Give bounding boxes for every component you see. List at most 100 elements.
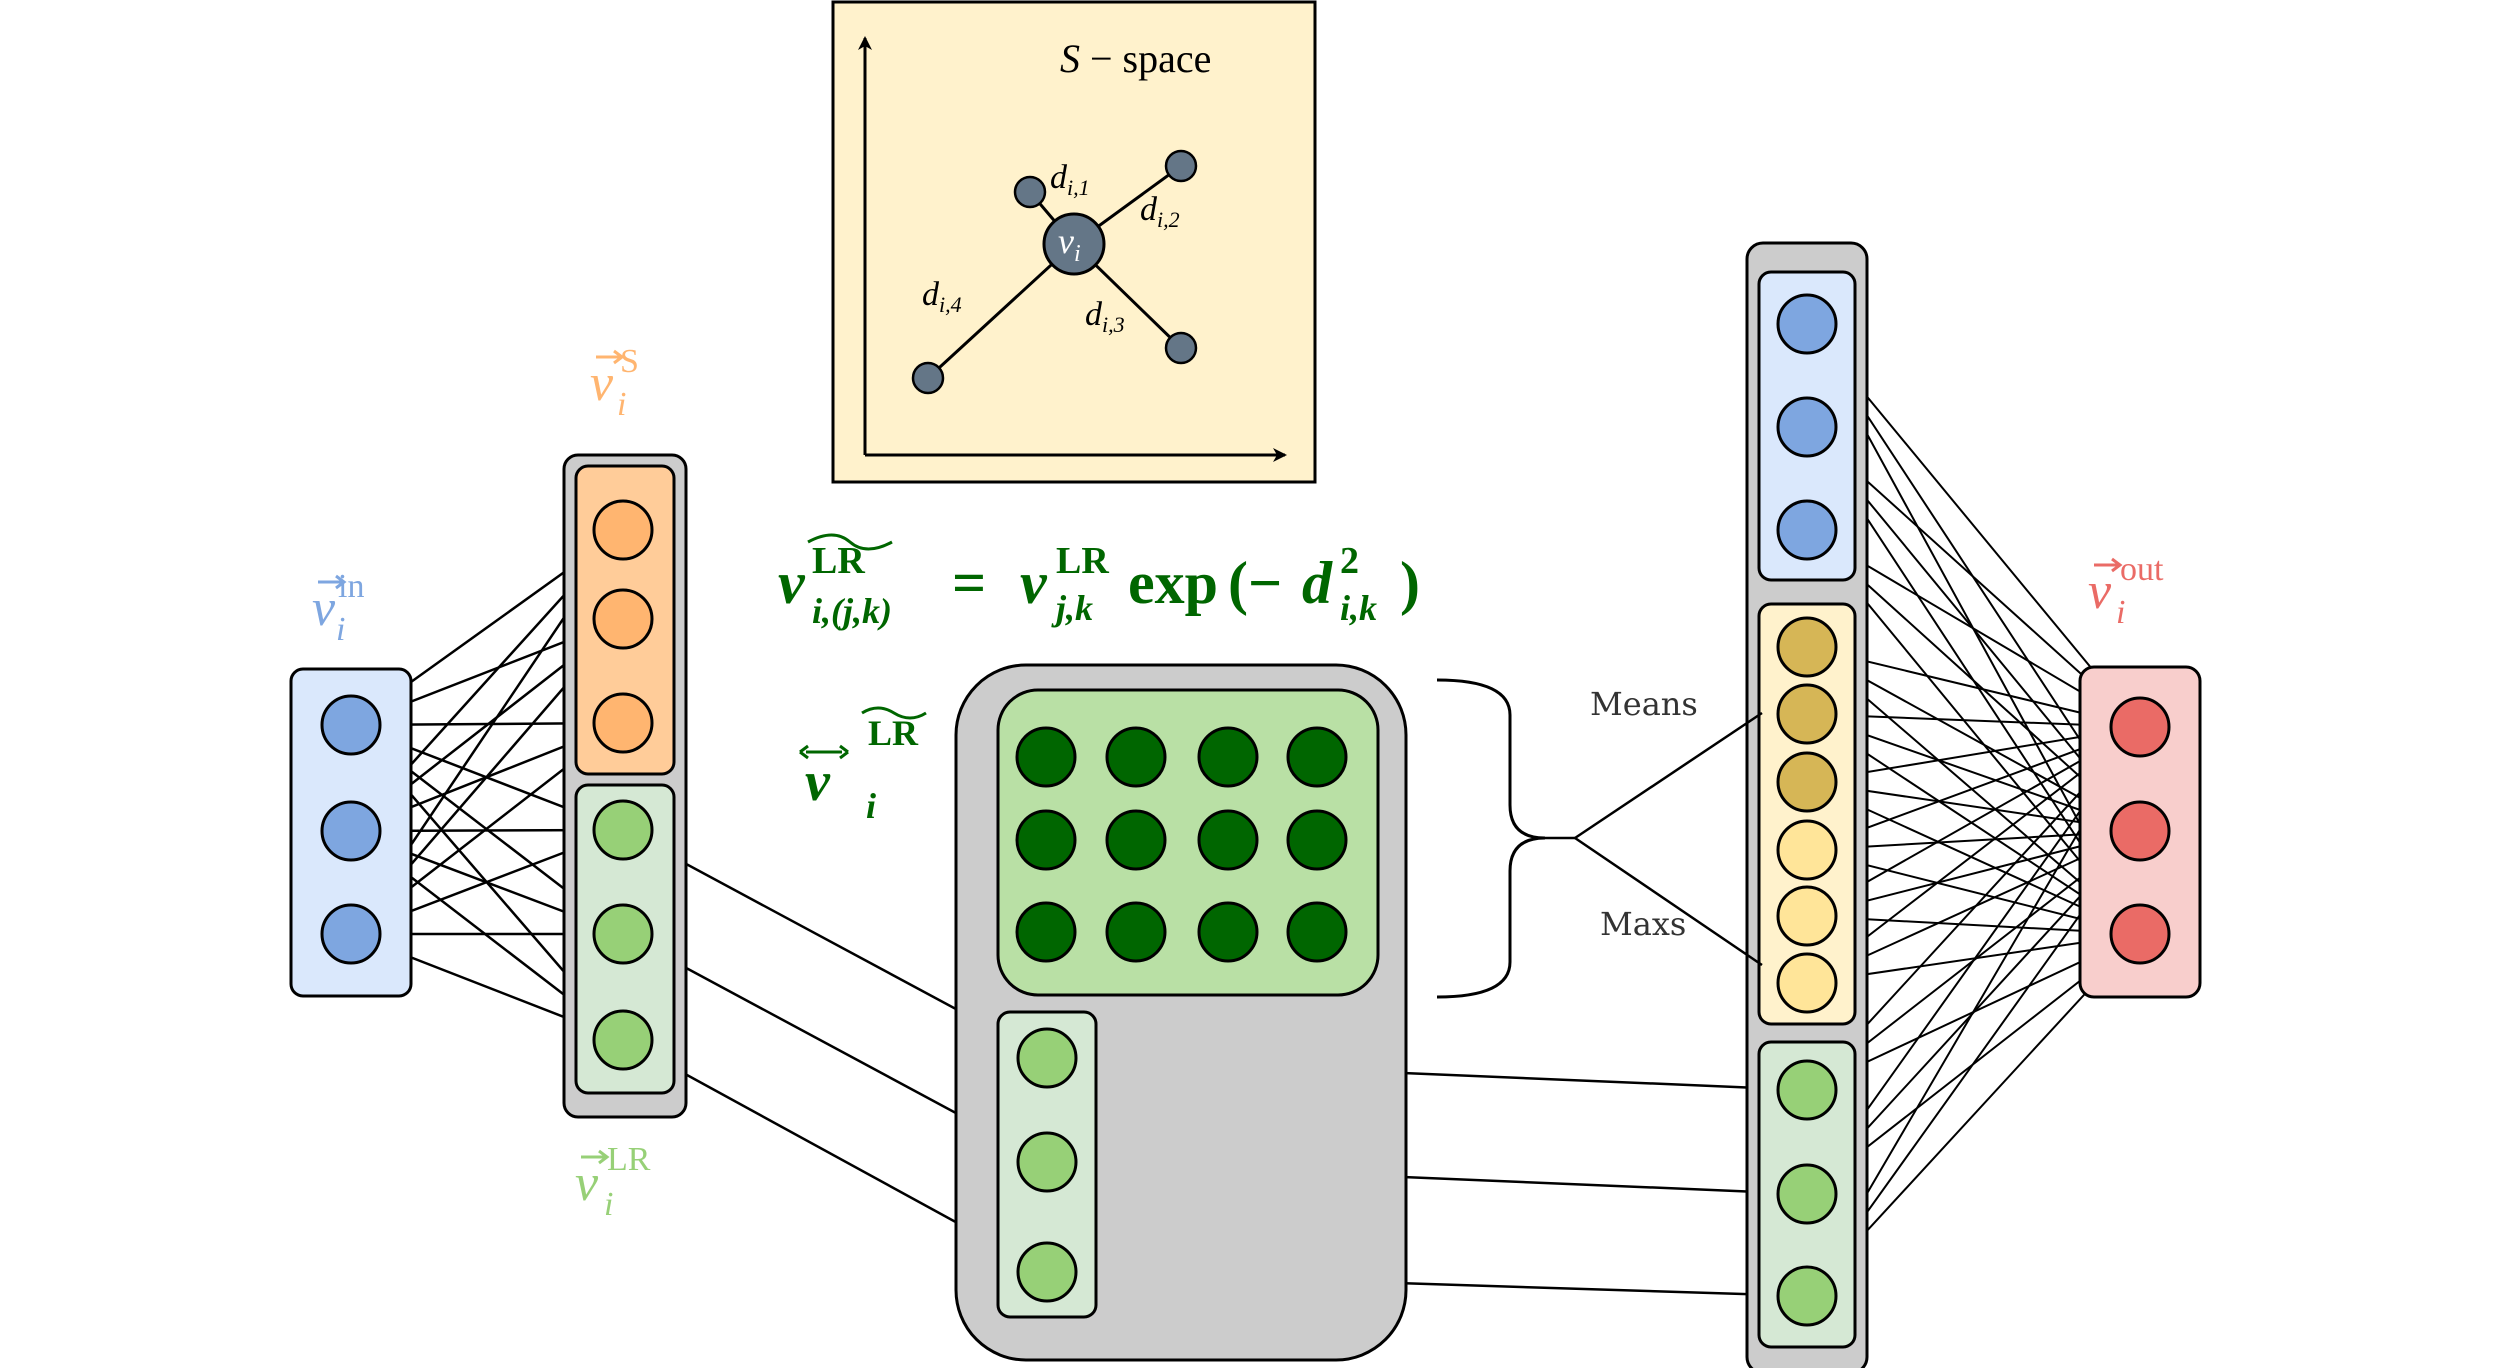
tilde-mark <box>861 706 927 720</box>
input-node <box>320 694 382 756</box>
right-yellow-node <box>1776 952 1838 1014</box>
right-blue-node <box>1776 499 1838 561</box>
svg-text:=: = <box>952 550 986 616</box>
svg-text:i: i <box>336 611 345 648</box>
lr-node <box>592 799 654 861</box>
lr-node <box>592 1009 654 1071</box>
right-gold-node <box>1776 616 1838 678</box>
matrix-node <box>1015 726 1077 788</box>
svg-text:d: d <box>1302 550 1333 616</box>
svg-text:v: v <box>590 355 614 412</box>
curly-brace <box>1436 678 1546 999</box>
right-blue-node <box>1776 396 1838 458</box>
svg-text:v: v <box>1020 550 1048 616</box>
middle-lr-node <box>1016 1131 1078 1193</box>
matrix-node <box>1286 809 1348 871</box>
equation: v LR i,(j,k) = v LR j,k exp (− d 2 i,k ) <box>778 533 1420 631</box>
s-node <box>592 692 654 754</box>
svg-text:v: v <box>312 580 336 637</box>
maxs-label: Maxs <box>1600 905 1686 943</box>
svg-text:S: S <box>620 343 639 380</box>
svg-text:v: v <box>805 751 831 813</box>
s-space-neighbor-node <box>911 361 945 395</box>
matrix-panel <box>996 688 1380 997</box>
s-space-distance-label: di,1 <box>1050 159 1090 200</box>
middle-lr-node <box>1016 1027 1078 1089</box>
matrix-node <box>1105 809 1167 871</box>
lr-node <box>592 903 654 965</box>
svg-text:v: v <box>778 550 806 616</box>
right-gold-node <box>1776 751 1838 813</box>
double-arrow-mark <box>799 744 849 760</box>
svg-text:i,k: i,k <box>1340 588 1377 628</box>
label-v-out: v i out <box>2088 551 2164 631</box>
svg-text:i: i <box>617 386 626 423</box>
matrix-node <box>1286 726 1348 788</box>
s-space-neighbor-node <box>1164 149 1198 183</box>
s-space-center-label: vi <box>1058 221 1081 267</box>
s-space-distance-label: di,2 <box>1140 191 1180 232</box>
tilde-mark <box>807 533 893 551</box>
svg-text:(−: (− <box>1228 550 1282 616</box>
right-yellow-node <box>1776 819 1838 881</box>
input-node <box>320 903 382 965</box>
matrix-node <box>1197 901 1259 963</box>
s-node <box>592 499 654 561</box>
output-node <box>2109 800 2171 862</box>
matrix-node <box>1286 901 1348 963</box>
matrix-node <box>1197 809 1259 871</box>
svg-text:LR: LR <box>868 713 919 753</box>
svg-text:v: v <box>2088 563 2112 620</box>
svg-text:): ) <box>1400 550 1420 616</box>
s-space-neighbor-node <box>1013 175 1047 209</box>
right-blue-node <box>1776 293 1838 355</box>
svg-text:i,(j,k): i,(j,k) <box>812 591 892 631</box>
s-space-edge <box>926 242 1076 380</box>
middle-lr-node <box>1016 1241 1078 1303</box>
matrix-node <box>1105 726 1167 788</box>
input-node <box>320 800 382 862</box>
matrix-node <box>1015 809 1077 871</box>
s-space-distance-label: di,4 <box>922 276 962 317</box>
means-label: Means <box>1590 685 1698 723</box>
svg-text:out: out <box>2120 551 2164 588</box>
svg-text:LR: LR <box>1056 540 1109 582</box>
right-green-node <box>1776 1265 1838 1327</box>
s-space-center-node <box>1042 212 1106 276</box>
maxs-connector <box>1574 836 1763 967</box>
means-connector <box>1574 711 1763 840</box>
s-node <box>592 588 654 650</box>
svg-text:2: 2 <box>1340 540 1359 582</box>
s-space-panel: S − space vi di,1 di,2 di,3 di,4 <box>831 0 1317 484</box>
svg-text:v: v <box>575 1155 599 1212</box>
svg-text:j,k: j,k <box>1051 588 1093 628</box>
vector-arrow <box>2094 557 2123 573</box>
label-v-lr: v i LR <box>575 1141 651 1223</box>
vector-arrow <box>581 1149 610 1165</box>
svg-text:i: i <box>604 1186 613 1223</box>
label-v-s: v i S <box>590 343 639 423</box>
label-v-in: v i in <box>312 568 364 648</box>
svg-text:i: i <box>2116 594 2125 631</box>
s-space-neighbor-node <box>1164 331 1198 365</box>
s-space-distance-label: di,3 <box>1085 296 1125 337</box>
svg-text:in: in <box>338 568 364 605</box>
matrix-node <box>1197 726 1259 788</box>
label-v-tilde-matrix: v i LR <box>799 706 927 826</box>
matrix-node <box>1015 901 1077 963</box>
aggregation-brace: Means Maxs <box>1436 678 1763 999</box>
svg-text:exp: exp <box>1128 550 1218 616</box>
right-green-node <box>1776 1059 1838 1121</box>
svg-text:LR: LR <box>607 1141 651 1178</box>
vector-arrow <box>596 349 625 365</box>
matrix-node <box>1105 901 1167 963</box>
right-gold-node <box>1776 683 1838 745</box>
right-yellow-node <box>1776 885 1838 947</box>
svg-text:i: i <box>866 786 876 826</box>
s-space-title: S − space <box>1060 36 1211 81</box>
output-node <box>2109 903 2171 965</box>
output-node <box>2109 696 2171 758</box>
vector-arrow <box>318 574 347 590</box>
right-green-node <box>1776 1163 1838 1225</box>
